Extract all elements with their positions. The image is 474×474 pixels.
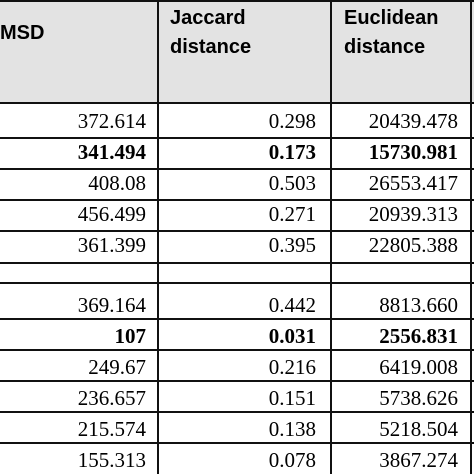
euclidean-cell: 5218.504: [379, 417, 458, 441]
jaccard-cell: 0.216: [268, 355, 316, 379]
msd-cell: 408.08: [88, 171, 146, 195]
msd-cell: 341.494: [77, 140, 146, 164]
jaccard-cell: 0.138: [268, 417, 316, 441]
euclidean-cell: 20439.478: [368, 109, 458, 133]
table-row: 408.08 0.503 26553.417: [0, 168, 474, 199]
row-divider: [0, 411, 474, 413]
euclidean-cell: 22805.388: [368, 233, 458, 257]
jaccard-cell: 0.078: [268, 448, 316, 472]
row-divider: [0, 262, 474, 264]
euclidean-cell: 2556.831: [379, 324, 458, 348]
row-divider: [0, 318, 474, 320]
table-row: 341.494 0.173 15730.981: [0, 137, 474, 168]
msd-cell: 215.574: [77, 417, 146, 441]
table-row: 372.614 0.298 20439.478: [0, 106, 474, 137]
table-row: 107 0.031 2556.831: [0, 321, 474, 352]
msd-cell: 361.399: [77, 233, 146, 257]
header-euclidean-distance: Euclidean distance: [344, 7, 439, 58]
msd-cell: 369.164: [77, 293, 146, 317]
msd-cell: 249.67: [88, 355, 146, 379]
column-divider: [470, 0, 472, 474]
table-row: 155.313 0.078 3867.274: [0, 445, 474, 474]
header-jaccard-distance: Jaccard distance: [170, 7, 252, 58]
row-divider: [0, 230, 474, 232]
table-header-background: [0, 0, 474, 102]
jaccard-cell: 0.151: [268, 386, 316, 410]
table-row: 361.399 0.395 22805.388: [0, 230, 474, 261]
msd-cell: 456.499: [77, 202, 146, 226]
euclidean-cell: 3867.274: [379, 448, 458, 472]
jaccard-cell: 0.503: [268, 171, 316, 195]
euclidean-cell: 8813.660: [379, 293, 458, 317]
euclidean-cell: 26553.417: [368, 171, 458, 195]
row-divider: [0, 199, 474, 201]
jaccard-cell: 0.031: [268, 324, 316, 348]
row-divider: [0, 380, 474, 382]
jaccard-cell: 0.173: [268, 140, 316, 164]
row-divider: [0, 137, 474, 139]
row-divider: [0, 0, 474, 2]
table-row: 215.574 0.138 5218.504: [0, 414, 474, 445]
euclidean-cell: 6419.008: [379, 355, 458, 379]
jaccard-cell: 0.271: [268, 202, 316, 226]
jaccard-cell: 0.298: [268, 109, 316, 133]
column-divider: [157, 0, 159, 474]
euclidean-cell: 5738.626: [379, 386, 458, 410]
msd-cell: 107: [114, 324, 147, 348]
row-divider: [0, 282, 474, 284]
msd-cell: 372.614: [77, 109, 146, 133]
table-row: 236.657 0.151 5738.626: [0, 383, 474, 414]
row-divider: [0, 168, 474, 170]
jaccard-cell: 0.395: [268, 233, 316, 257]
msd-cell: 155.313: [77, 448, 146, 472]
row-divider: [0, 442, 474, 444]
euclidean-cell: 15730.981: [368, 140, 458, 164]
column-divider: [330, 0, 332, 474]
jaccard-cell: 0.442: [268, 293, 316, 317]
euclidean-cell: 20939.313: [368, 202, 458, 226]
table-row: 369.164 0.442 8813.660: [0, 290, 474, 321]
row-divider: [0, 102, 474, 104]
msd-cell: 236.657: [77, 386, 146, 410]
table-row: 249.67 0.216 6419.008: [0, 352, 474, 383]
header-msd: MSD: [0, 22, 45, 44]
table-row: 456.499 0.271 20939.313: [0, 199, 474, 230]
row-divider: [0, 349, 474, 351]
